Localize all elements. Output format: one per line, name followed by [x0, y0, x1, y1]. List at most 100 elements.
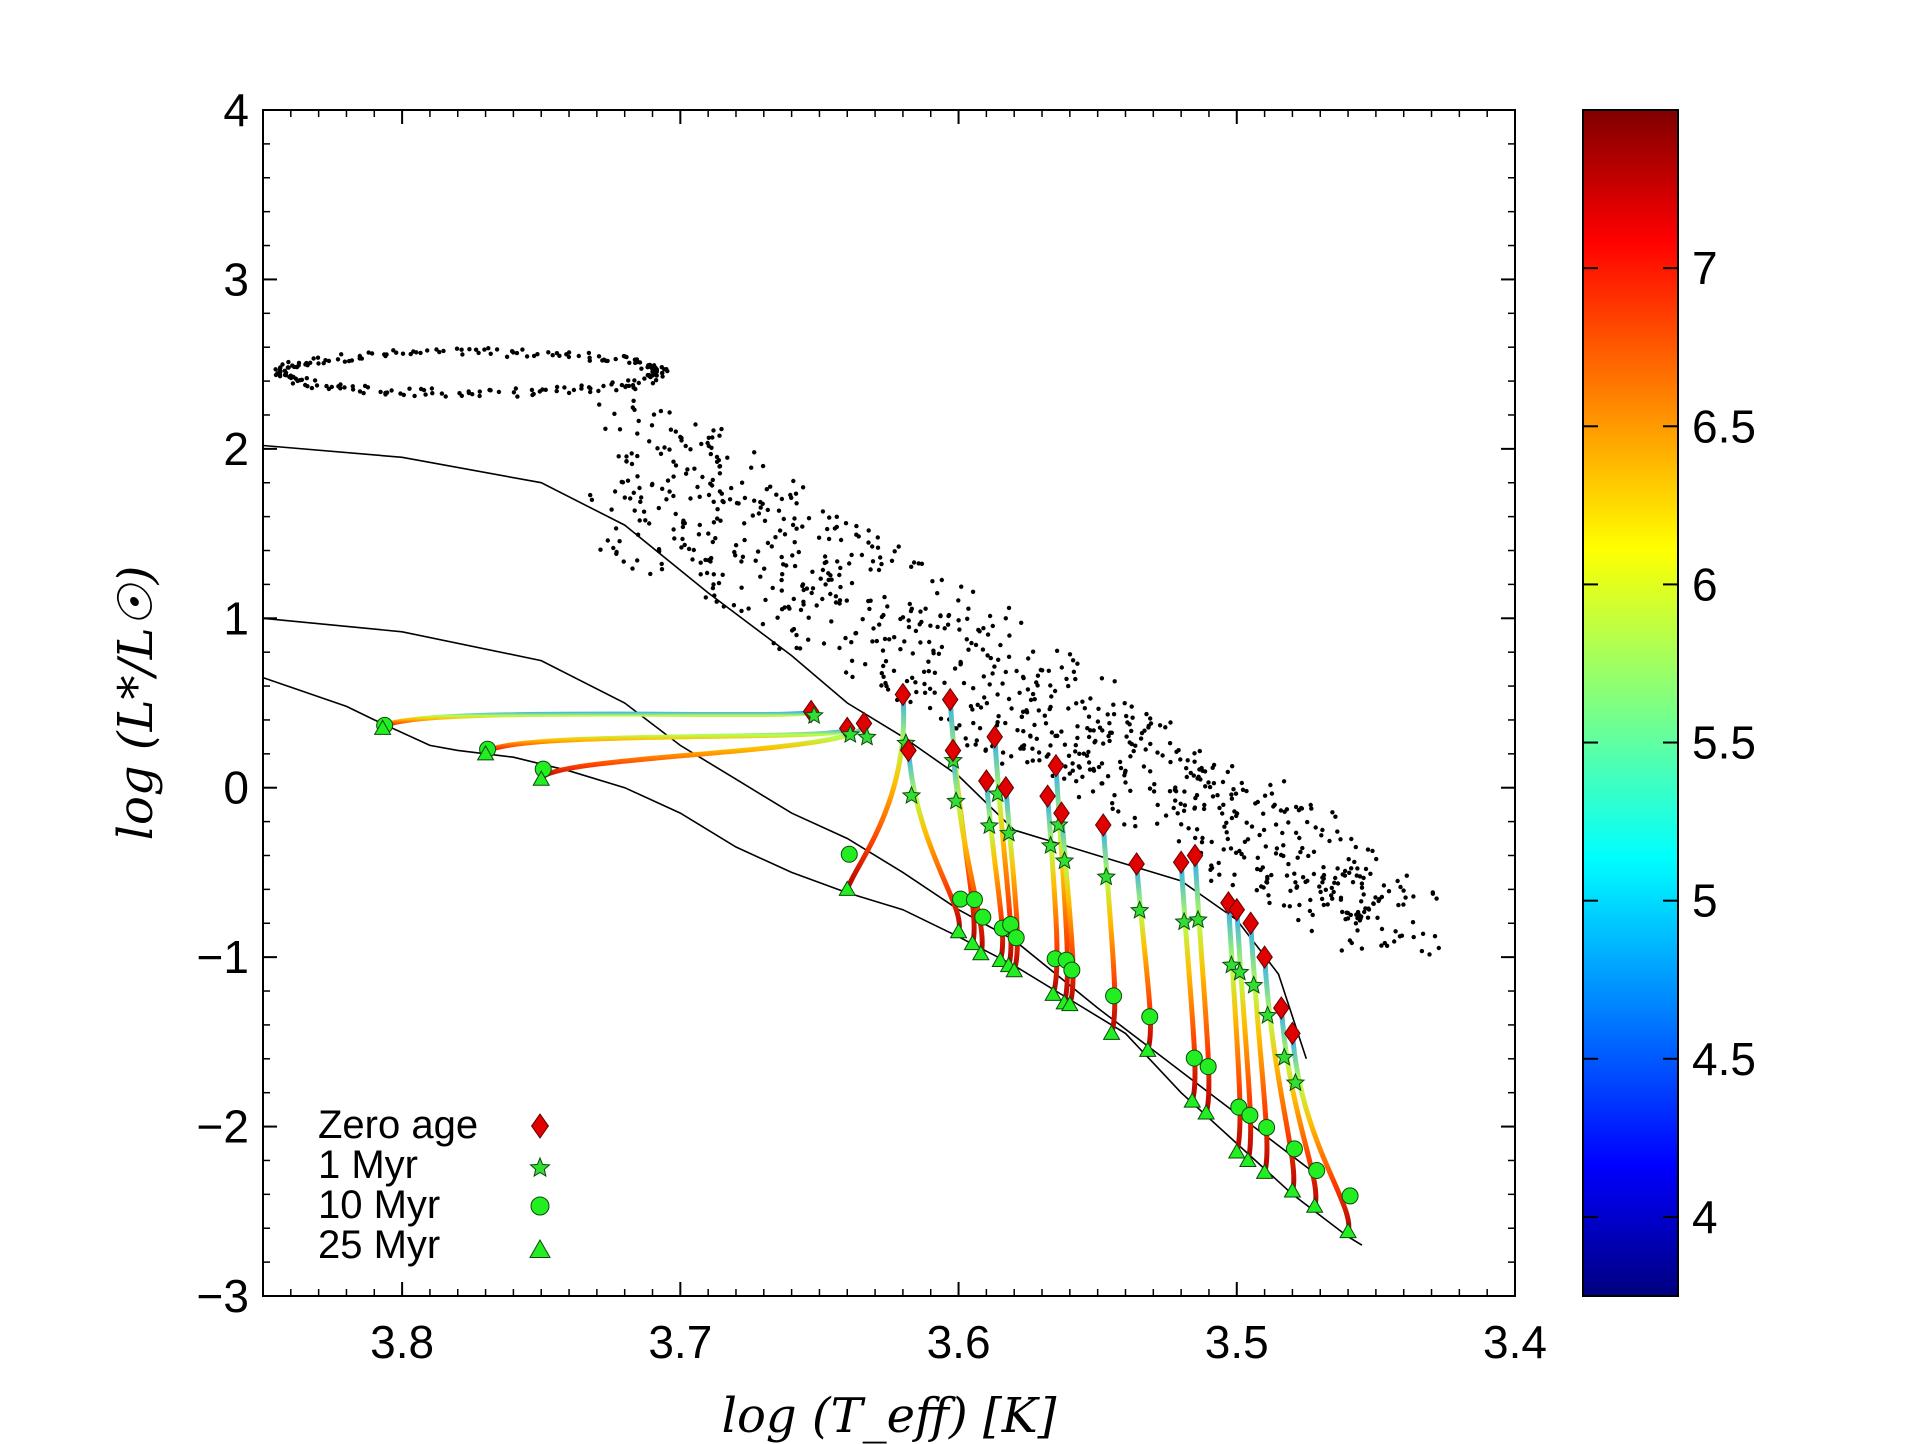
observed-star: [476, 350, 481, 356]
zero-age-marker: [1256, 945, 1273, 970]
observed-star: [752, 498, 757, 503]
observed-star: [673, 429, 678, 434]
observed-star: [668, 427, 674, 432]
observed-star: [1401, 902, 1406, 907]
observed-star: [605, 358, 610, 364]
observed-star: [779, 577, 784, 583]
track-line: [1289, 1033, 1352, 1233]
twenty-five-myr-marker: [532, 770, 551, 786]
observed-star: [916, 561, 921, 566]
observed-star: [834, 514, 839, 519]
observed-star: [697, 494, 702, 499]
observed-star: [612, 489, 618, 494]
observed-star: [945, 622, 951, 627]
zero-age-marker: [1172, 850, 1190, 875]
observed-star: [667, 489, 672, 494]
observed-star: [543, 387, 548, 392]
observed-star: [1123, 780, 1128, 785]
observed-star: [988, 655, 993, 661]
observed-star: [638, 499, 643, 504]
observed-star: [1003, 720, 1008, 726]
observed-star: [931, 651, 936, 656]
observed-star: [1207, 784, 1213, 790]
observed-star: [715, 516, 720, 521]
observed-star: [1076, 794, 1082, 800]
observed-star: [1286, 820, 1291, 825]
observed-star: [1035, 683, 1040, 688]
observed-star: [1255, 866, 1260, 872]
observed-star: [749, 465, 754, 470]
observed-star: [854, 532, 859, 537]
observed-star: [1325, 902, 1330, 907]
observed-star: [1342, 868, 1348, 874]
observed-star: [656, 505, 661, 511]
observed-star: [800, 583, 805, 589]
observed-star: [671, 459, 676, 464]
observed-star: [617, 427, 623, 432]
observed-star: [587, 355, 592, 360]
observed-star: [927, 705, 933, 711]
observed-star: [554, 351, 560, 356]
observed-star: [739, 608, 744, 614]
observed-star: [1434, 896, 1439, 901]
observed-star: [837, 645, 842, 651]
observed-star: [639, 495, 644, 500]
one-myr-marker: [857, 726, 877, 746]
track-line: [1059, 812, 1076, 1006]
observed-star: [1047, 706, 1052, 712]
observed-star: [612, 411, 617, 416]
observed-star: [1182, 803, 1188, 808]
observed-star: [977, 726, 983, 731]
observed-star: [1220, 811, 1225, 816]
observed-star: [806, 516, 812, 521]
observed-star: [418, 386, 424, 392]
observed-star: [635, 532, 641, 537]
observed-star: [1024, 710, 1030, 715]
track-line: [1045, 796, 1060, 996]
observed-star: [1217, 805, 1222, 811]
observed-star: [1155, 821, 1160, 826]
observed-star: [1393, 929, 1398, 934]
observed-star: [1090, 789, 1096, 794]
twenty-five-myr-marker: [1239, 1151, 1257, 1167]
observed-star: [1163, 813, 1169, 818]
observed-star: [1091, 728, 1096, 733]
x-tick-label: 3.7: [648, 1316, 712, 1368]
observed-star: [849, 640, 854, 645]
observed-star: [769, 544, 774, 549]
ten-myr-marker: [1258, 1118, 1276, 1136]
twenty-five-myr-marker: [1339, 1222, 1357, 1239]
zero-age-marker: [1094, 813, 1112, 837]
observed-star: [1363, 866, 1369, 872]
observed-star: [614, 388, 619, 393]
twenty-five-myr-marker: [1183, 1092, 1202, 1108]
observed-star: [1021, 746, 1026, 751]
observed-star: [1244, 788, 1249, 794]
observed-star: [1025, 760, 1030, 765]
one-myr-marker: [840, 724, 861, 744]
observed-star: [835, 559, 840, 564]
observed-star: [717, 464, 723, 469]
observed-star: [1141, 764, 1147, 769]
observed-star: [1048, 743, 1053, 748]
observed-star: [1084, 753, 1090, 758]
observed-star: [790, 553, 795, 558]
observed-star: [635, 453, 640, 459]
observed-star: [1211, 781, 1217, 786]
observed-star: [918, 609, 923, 614]
observed-star: [627, 360, 632, 365]
observed-star: [1148, 769, 1153, 774]
observed-star: [423, 392, 428, 397]
observed-star: [681, 518, 686, 523]
twenty-five-myr-marker: [1197, 1104, 1216, 1120]
observed-star: [1398, 884, 1403, 890]
observed-star: [756, 511, 762, 516]
observed-star: [1067, 771, 1073, 776]
observed-star: [859, 552, 865, 558]
observed-star: [1032, 697, 1037, 702]
observed-star: [985, 632, 991, 637]
observed-star: [992, 664, 997, 669]
observed-star: [1340, 909, 1345, 915]
track-line: [1134, 863, 1153, 1052]
observed-star: [740, 554, 746, 559]
